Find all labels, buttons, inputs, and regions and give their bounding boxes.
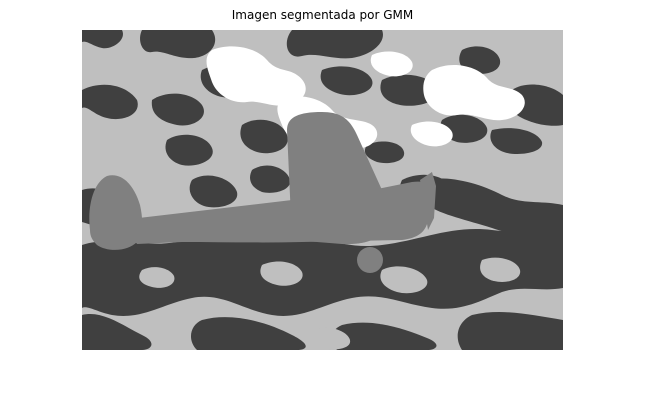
dark-gray-lower-regions: [82, 178, 563, 350]
figure-title: Imagen segmentada por GMM: [231, 8, 414, 22]
segmentation-canvas: [82, 30, 563, 350]
light-gray-patches: [139, 257, 521, 350]
segmented-image: [82, 30, 563, 350]
airplane-silhouette: [89, 112, 436, 273]
